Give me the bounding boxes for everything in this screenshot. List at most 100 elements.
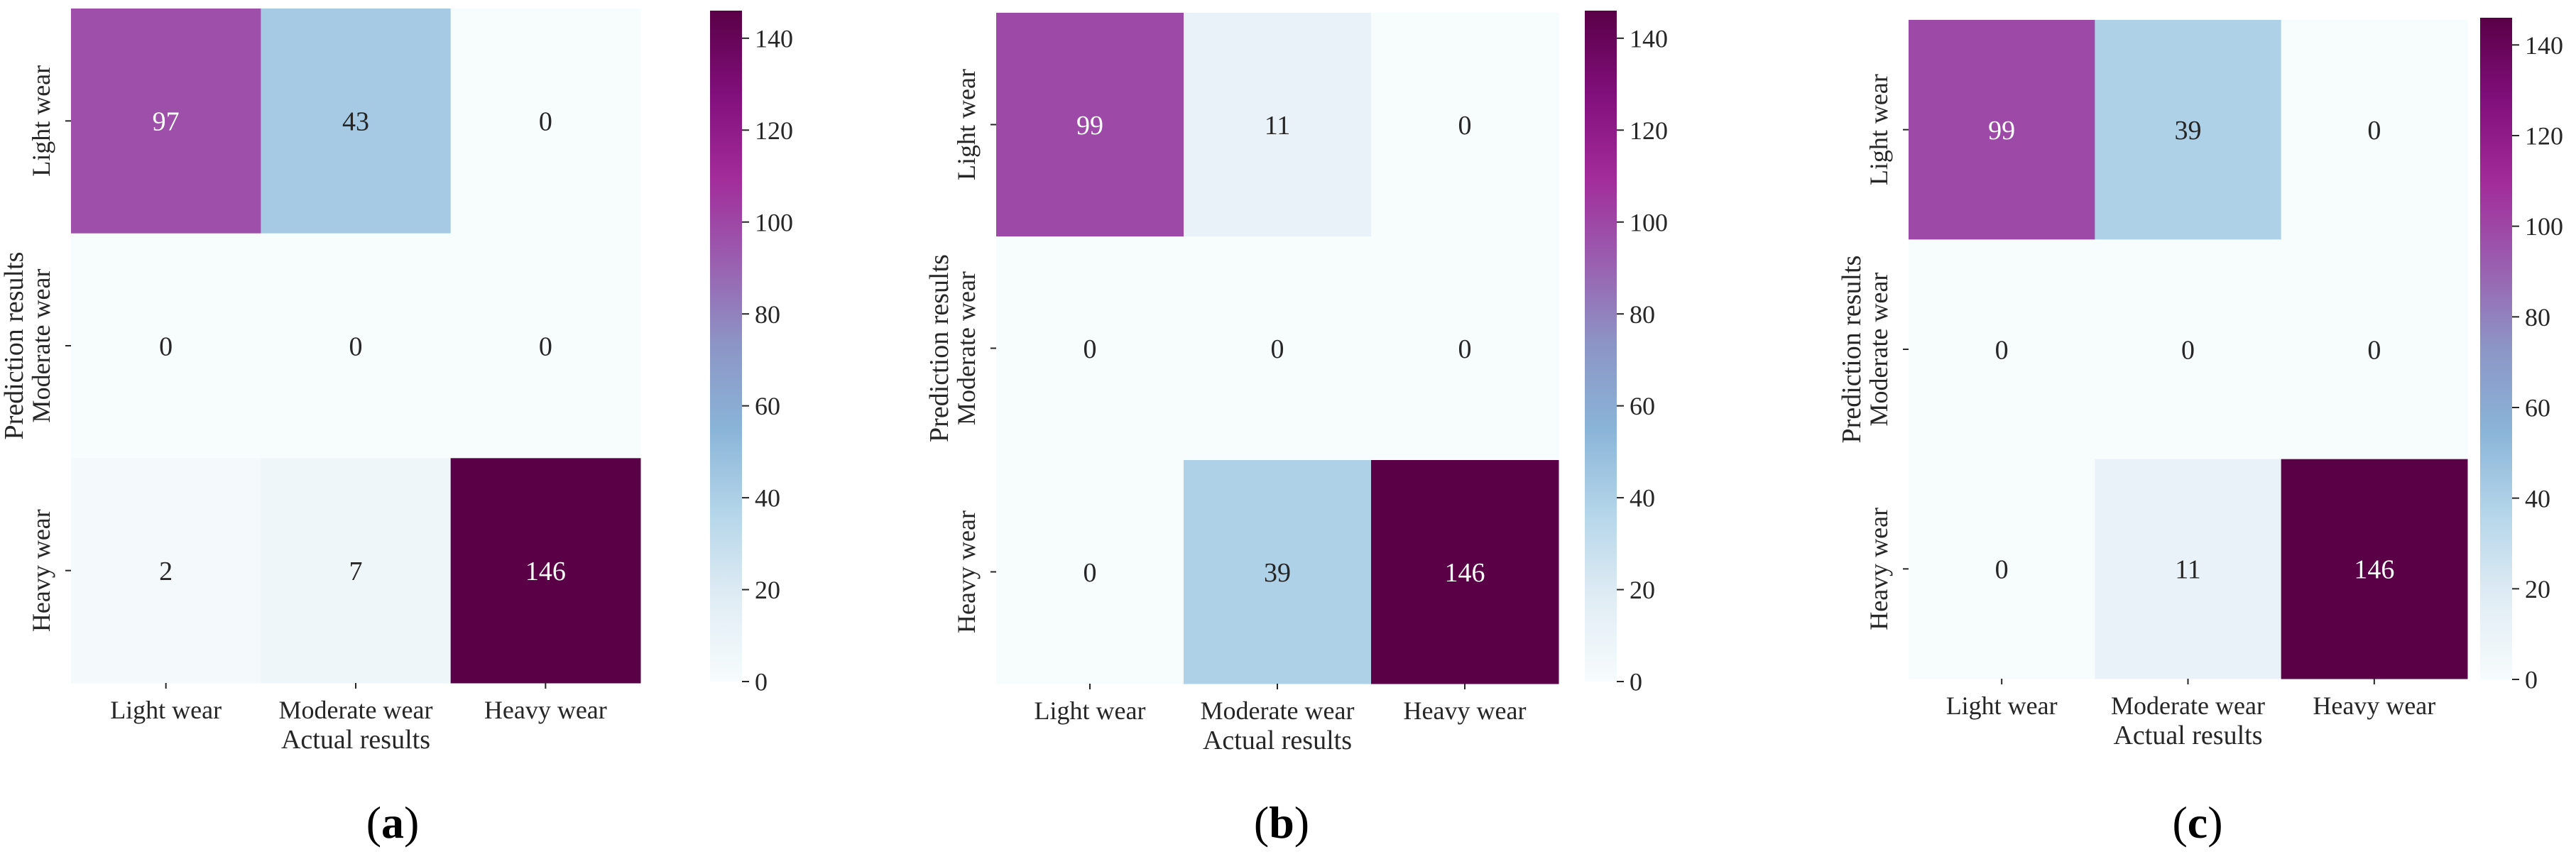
y-tick-label: Heavy wear xyxy=(1865,508,1893,630)
colorbar-tick-label: 80 xyxy=(2525,303,2550,332)
x-axis-label: Actual results xyxy=(2113,721,2262,750)
heatmap-cell xyxy=(996,13,1184,237)
heatmap-cell xyxy=(1909,459,2095,679)
cell-value-label: 7 xyxy=(349,557,363,586)
x-tick-label: Heavy wear xyxy=(484,696,607,724)
colorbar-tick-label: 120 xyxy=(2525,122,2563,151)
y-tick-label: Heavy wear xyxy=(952,510,981,633)
x-tick-label: Heavy wear xyxy=(2313,691,2435,720)
cell-value-label: 0 xyxy=(539,332,552,361)
heatmap-cell xyxy=(2095,459,2282,679)
x-tick-label: Moderate wear xyxy=(1201,696,1355,725)
heatmap-cell xyxy=(1371,460,1559,684)
x-axis-label: Actual results xyxy=(1203,726,1352,755)
colorbar xyxy=(1585,11,1617,682)
colorbar-tick-label: 120 xyxy=(1630,116,1668,145)
colorbar-tick-label: 20 xyxy=(1630,576,1655,604)
x-tick-label: Heavy wear xyxy=(1404,696,1527,725)
colorbar-tick-label: 60 xyxy=(2525,394,2550,422)
colorbar-tick-label: 120 xyxy=(755,116,793,145)
cell-value-label: 39 xyxy=(1264,558,1291,588)
cell-value-label: 146 xyxy=(1445,558,1485,588)
cell-value-label: 146 xyxy=(2354,555,2394,585)
colorbar-tick-label: 100 xyxy=(1630,208,1668,236)
cell-value-label: 0 xyxy=(2181,335,2195,365)
cell-value-label: 0 xyxy=(1995,335,2009,365)
heatmap-cell xyxy=(1184,236,1372,461)
colorbar-tick-label: 20 xyxy=(2525,575,2550,603)
subfigure-label: (c) xyxy=(2172,797,2222,848)
heatmap-cell xyxy=(71,233,261,459)
heatmap-cell xyxy=(450,9,641,234)
heatmap-cell xyxy=(261,233,452,459)
y-tick-label: Moderate wear xyxy=(952,271,981,425)
cell-value-label: 0 xyxy=(2367,335,2381,365)
y-axis-label: Prediction results xyxy=(1837,256,1867,444)
colorbar-tick-label: 140 xyxy=(1630,24,1668,53)
colorbar-tick-label: 20 xyxy=(755,576,780,604)
cell-value-label: 97 xyxy=(153,107,180,137)
y-tick-label: Moderate wear xyxy=(1865,273,1893,427)
y-axis-label: Prediction results xyxy=(0,252,29,440)
subfigure-label: (a) xyxy=(366,797,420,848)
heatmap-cell xyxy=(2281,239,2468,460)
cell-value-label: 99 xyxy=(1076,111,1103,141)
heatmap-cell xyxy=(261,9,452,234)
cell-value-label: 0 xyxy=(1458,111,1472,141)
cell-value-label: 0 xyxy=(1084,558,1097,588)
colorbar-tick-label: 0 xyxy=(755,668,768,696)
colorbar-tick-label: 140 xyxy=(2525,31,2563,60)
x-tick-label: Light wear xyxy=(1035,696,1146,725)
heatmap-cell xyxy=(2095,239,2282,460)
cell-value-label: 0 xyxy=(2367,116,2381,146)
y-tick-label: Light wear xyxy=(952,69,981,180)
cell-value-label: 43 xyxy=(342,107,369,137)
confusion-matrix-panel-3: 99 39 0 0 0 0 0 11 146 Light wear Moderate wear Hea… xyxy=(1837,18,2563,848)
cell-value-label: 0 xyxy=(159,332,173,361)
colorbar-tick-label: 40 xyxy=(2525,484,2550,513)
y-axis-label: Prediction results xyxy=(924,254,954,442)
y-tick-label: Heavy wear xyxy=(27,509,55,632)
x-tick-label: Moderate wear xyxy=(2111,691,2265,720)
x-tick-label: Light wear xyxy=(1946,691,2058,720)
heatmap-cell xyxy=(450,233,641,459)
heatmap-cell xyxy=(996,460,1184,684)
cell-value-label: 0 xyxy=(1995,555,2009,585)
cell-value-label: 0 xyxy=(539,107,552,137)
y-tick-label: Light wear xyxy=(1865,74,1893,185)
colorbar-tick-label: 80 xyxy=(755,300,780,329)
colorbar-tick-label: 140 xyxy=(755,24,793,53)
colorbar-tick-label: 100 xyxy=(2525,212,2563,241)
cell-value-label: 2 xyxy=(159,557,173,586)
colorbar-tick-label: 100 xyxy=(755,208,793,236)
heatmap-cell xyxy=(1184,13,1372,237)
colorbar-tick-label: 0 xyxy=(2525,666,2538,694)
heatmap-cell xyxy=(71,458,261,684)
cell-value-label: 0 xyxy=(1458,334,1472,364)
cell-value-label: 0 xyxy=(1084,334,1097,364)
heatmap-cell xyxy=(996,236,1184,461)
colorbar-tick-label: 60 xyxy=(1630,392,1655,420)
heatmap-cell xyxy=(2095,20,2282,240)
cell-value-label: 0 xyxy=(349,332,363,361)
colorbar xyxy=(2480,18,2512,679)
cell-value-label: 99 xyxy=(1988,116,2015,146)
heatmap-cell xyxy=(1371,13,1559,237)
x-axis-label: Actual results xyxy=(281,725,430,755)
colorbar-tick-label: 60 xyxy=(755,392,780,420)
confusion-matrix-panel-1: 97 43 0 0 0 0 2 7 146 Light wear Moderate wear Heav… xyxy=(0,9,793,848)
cell-value-label: 146 xyxy=(525,557,566,586)
colorbar xyxy=(710,11,742,682)
colorbar-tick-label: 40 xyxy=(1630,484,1655,513)
heatmap-cell xyxy=(2281,20,2468,240)
heatmap-cell xyxy=(1184,460,1372,684)
subfigure-label: (b) xyxy=(1254,797,1309,848)
heatmap-cell xyxy=(2281,459,2468,679)
heatmap-cell xyxy=(1909,20,2095,240)
heatmap-cell xyxy=(450,458,641,684)
cell-value-label: 11 xyxy=(1265,111,1291,141)
heatmap-cell xyxy=(1909,239,2095,460)
heatmap-cell xyxy=(261,458,452,684)
